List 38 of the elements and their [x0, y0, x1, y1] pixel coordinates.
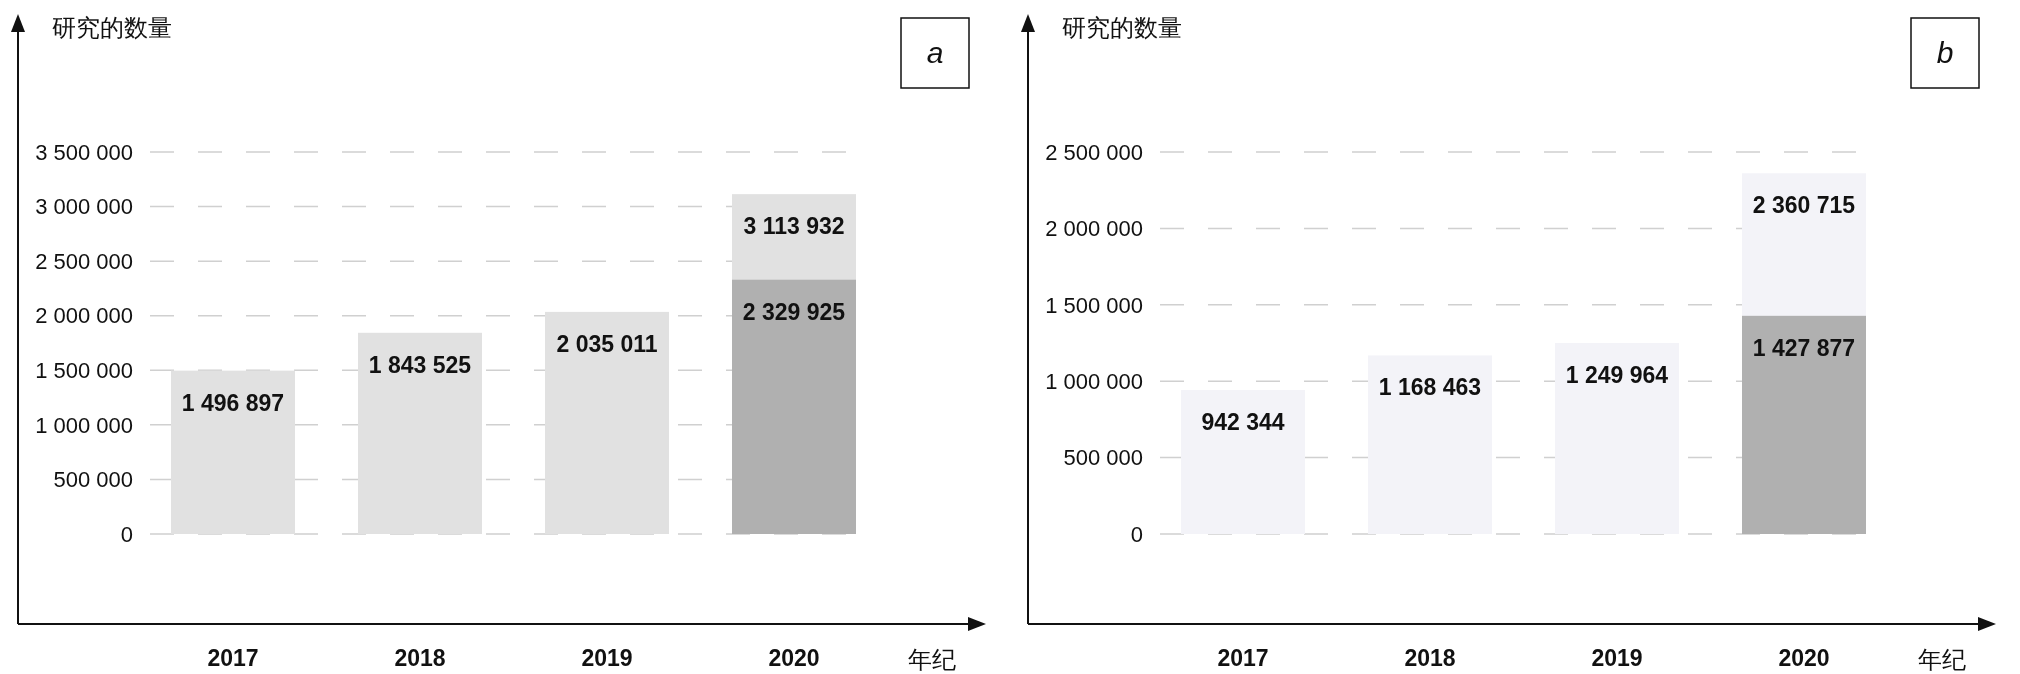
- data-label: 2 360 715: [1752, 192, 1856, 219]
- y-tick-label: 0: [120, 521, 133, 547]
- y-axis-title: 研究的数量: [1062, 14, 1182, 41]
- x-tick-label: 2020: [1778, 645, 1830, 671]
- y-tick-label: 500 000: [1063, 445, 1143, 471]
- data-label: 2 035 011: [556, 330, 658, 357]
- x-tick-label: 2018: [1404, 645, 1456, 671]
- y-tick-label: 1 500 000: [1045, 292, 1143, 318]
- y-tick-label: 1 000 000: [35, 412, 133, 438]
- x-axis-title: 年纪: [908, 646, 956, 673]
- data-label: 1 427 877: [1752, 334, 1856, 361]
- y-tick-label: 2 500 000: [35, 248, 133, 274]
- x-tick-label: 2019: [1591, 645, 1643, 671]
- x-tick-label: 2019: [581, 645, 633, 671]
- y-tick-label: 3 500 000: [35, 139, 133, 165]
- data-label: 1 843 525: [368, 351, 472, 378]
- x-tick-label: 2017: [1217, 645, 1269, 671]
- x-tick-label: 2018: [394, 645, 446, 671]
- x-axis-title: 年纪: [1918, 646, 1966, 673]
- data-label: 1 496 897: [181, 389, 285, 416]
- data-label: 942 344: [1201, 409, 1285, 436]
- y-tick-label: 1 000 000: [1045, 368, 1143, 394]
- y-tick-label: 3 000 000: [35, 194, 133, 220]
- y-tick-label: 2 000 000: [1045, 216, 1143, 242]
- x-tick-label: 2017: [207, 645, 259, 671]
- y-tick-label: 1 500 000: [35, 357, 133, 383]
- y-axis-title: 研究的数量: [52, 14, 172, 41]
- data-label: 1 168 463: [1378, 374, 1482, 401]
- x-tick-label: 2020: [768, 645, 820, 671]
- y-tick-label: 0: [1130, 521, 1143, 547]
- y-tick-label: 2 500 000: [1045, 139, 1143, 165]
- text: a: [926, 36, 944, 69]
- data-label: 2 329 925: [742, 298, 846, 325]
- y-tick-label: 2 000 000: [35, 303, 133, 329]
- text: b: [1936, 36, 1954, 69]
- y-tick-label: 500 000: [53, 467, 133, 493]
- data-label: 1 249 964: [1565, 362, 1669, 389]
- data-label: 3 113 932: [743, 213, 845, 240]
